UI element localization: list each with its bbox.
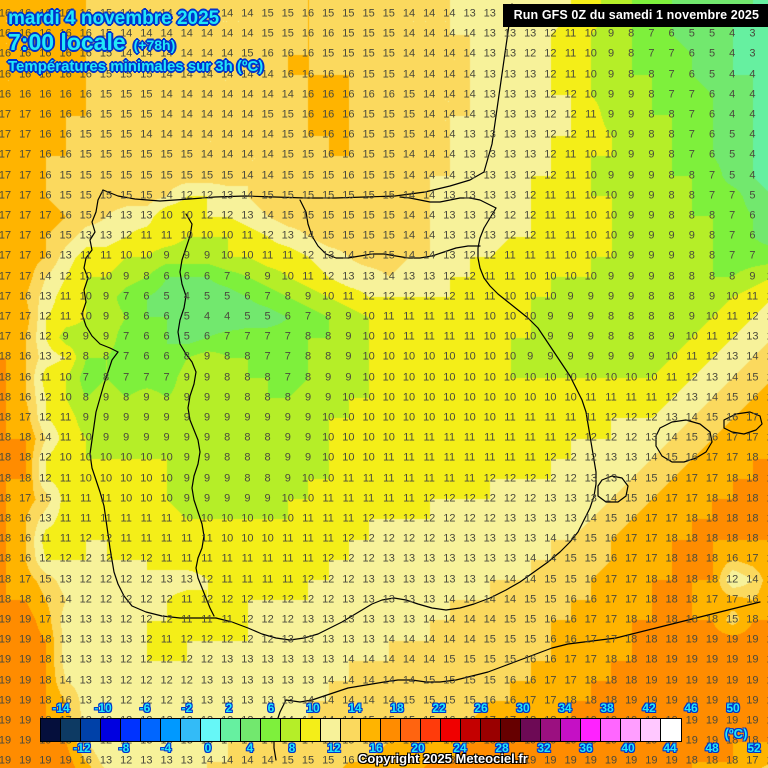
color-scale-tick-label: 12 — [327, 741, 341, 755]
color-scale-tick-label: 24 — [453, 741, 467, 755]
color-scale-swatch — [301, 719, 321, 741]
color-scale-swatch — [421, 719, 441, 741]
color-scale-tick-label: 36 — [579, 741, 593, 755]
copyright-notice: Copyright 2025 Meteociel.fr — [358, 751, 528, 766]
color-scale-tick-label: 16 — [369, 741, 383, 755]
color-scale-tick-label: 14 — [348, 701, 362, 715]
header-local-time: 7:00 locale — [8, 29, 126, 55]
color-scale-swatch — [561, 719, 581, 741]
color-scale-tick-label: 44 — [663, 741, 677, 755]
color-scale-tick-label: 26 — [474, 701, 488, 715]
color-scale-swatch — [201, 719, 221, 741]
color-scale-tick-label: 34 — [558, 701, 572, 715]
model-run-banner: Run GFS 0Z du samedi 1 novembre 2025 — [502, 4, 768, 27]
color-scale-tick-label: 38 — [600, 701, 614, 715]
color-scale-tick-label: -4 — [160, 741, 172, 755]
color-scale-swatch — [41, 719, 61, 741]
color-scale-unit: (ºC) — [724, 726, 748, 741]
color-scale-swatch — [221, 719, 241, 741]
color-scale-tick-label: -6 — [139, 701, 151, 715]
color-scale-swatch — [501, 719, 521, 741]
color-scale-swatch — [581, 719, 601, 741]
color-scale-tick-label: 42 — [642, 701, 656, 715]
color-scale-tick-label: -12 — [73, 741, 91, 755]
header-date: mardi 4 novembre 2025 — [8, 8, 220, 29]
color-scale-swatch — [481, 719, 501, 741]
color-scale-tick-label: 30 — [516, 701, 530, 715]
color-scale-tick-label: -2 — [181, 701, 193, 715]
color-scale-tick-label: 50 — [726, 701, 740, 715]
color-scale-tick-label: -10 — [94, 701, 112, 715]
color-scale-swatch — [121, 719, 141, 741]
color-scale-tick-label: 22 — [432, 701, 446, 715]
header-time-row: 7:00 locale (+78h) — [8, 30, 263, 55]
color-scale-swatch — [621, 719, 641, 741]
color-scale-swatch — [321, 719, 341, 741]
color-scale-swatch — [161, 719, 181, 741]
color-scale-swatch — [101, 719, 121, 741]
color-scale-tick-label: 6 — [267, 701, 275, 715]
color-scale-tick-label: -8 — [118, 741, 130, 755]
color-scale-swatch — [361, 719, 381, 741]
color-scale-swatch — [181, 719, 201, 741]
color-scale-tick-label: 2 — [225, 701, 233, 715]
color-scale-swatch — [401, 719, 421, 741]
color-scale-swatch — [281, 719, 301, 741]
color-scale-swatch — [141, 719, 161, 741]
color-scale-tick-label: -14 — [52, 701, 70, 715]
color-scale-swatch — [81, 719, 101, 741]
color-scale-swatch — [641, 719, 661, 741]
color-scale-swatch — [441, 719, 461, 741]
color-scale-tick-label: 28 — [495, 741, 509, 755]
color-scale-swatch — [601, 719, 621, 741]
color-scale-tick-label: 46 — [684, 701, 698, 715]
color-scale-swatch — [521, 719, 541, 741]
color-scale-tick-label: 48 — [705, 741, 719, 755]
map-header: mardi 4 novembre 2025 7:00 locale (+78h)… — [8, 8, 263, 75]
color-scale: -14 -10 -6 -2 2 6 10 14 18 22 26 30 34 38 42 46 50 -12 -8-… — [0, 700, 768, 768]
header-parameter-label: Températures minimales sur 3h (ºC) — [8, 58, 264, 75]
color-scale-swatch — [381, 719, 401, 741]
color-scale-swatch — [261, 719, 281, 741]
color-scale-swatch — [461, 719, 481, 741]
color-scale-tick-label: 20 — [411, 741, 425, 755]
header-forecast-offset: (+78h) — [133, 37, 176, 53]
color-scale-bar[interactable] — [40, 718, 682, 742]
color-scale-tick-label: 0 — [204, 741, 212, 755]
color-scale-tick-label: 18 — [390, 701, 404, 715]
color-scale-swatch — [61, 719, 81, 741]
color-scale-swatch — [541, 719, 561, 741]
color-scale-swatch — [241, 719, 261, 741]
color-scale-tick-label: 4 — [246, 741, 254, 755]
color-scale-swatch — [341, 719, 361, 741]
color-scale-tick-label: 52 — [747, 741, 761, 755]
color-scale-tick-label: 32 — [537, 741, 551, 755]
color-scale-tick-label: 8 — [288, 741, 296, 755]
color-scale-tick-label: 40 — [621, 741, 635, 755]
color-scale-tick-label: 10 — [306, 701, 320, 715]
color-scale-swatch — [661, 719, 681, 741]
